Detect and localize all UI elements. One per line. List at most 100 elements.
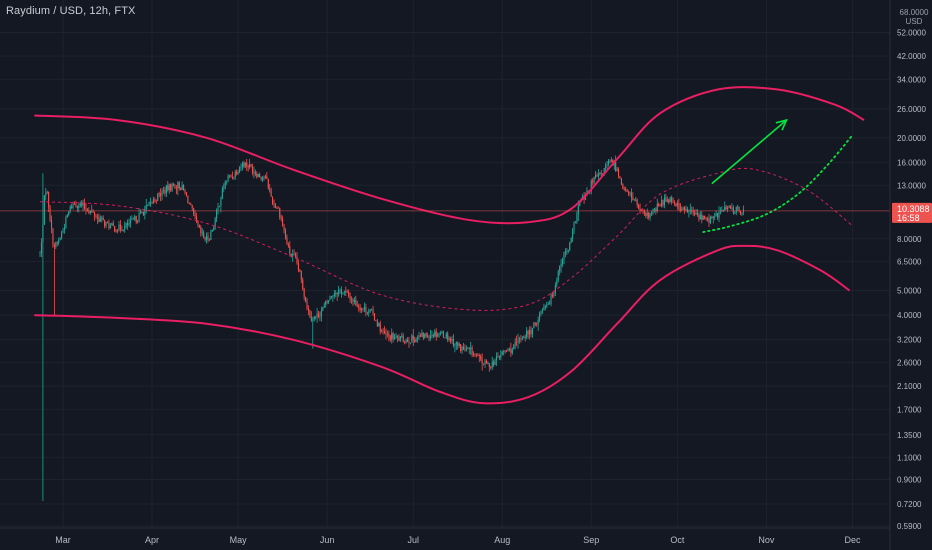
candle-body bbox=[417, 337, 419, 340]
candle-body bbox=[339, 289, 341, 291]
candle-body bbox=[190, 203, 192, 205]
candle-body bbox=[336, 292, 338, 295]
candle-body bbox=[391, 333, 393, 340]
candle-body bbox=[696, 212, 699, 215]
candle-body bbox=[656, 203, 658, 212]
candle-body bbox=[218, 205, 221, 207]
candle-body bbox=[483, 363, 485, 365]
candle-body bbox=[330, 296, 332, 297]
candle-body bbox=[458, 344, 460, 346]
candle-body bbox=[284, 230, 287, 238]
candle-body bbox=[223, 188, 225, 189]
candle-body bbox=[478, 355, 480, 357]
candle-body bbox=[643, 210, 645, 214]
candle-body bbox=[175, 188, 177, 190]
candle-body bbox=[99, 218, 101, 222]
candle-body bbox=[415, 339, 417, 342]
candle-body bbox=[503, 351, 505, 353]
candle-body bbox=[343, 291, 345, 293]
candle-body bbox=[462, 347, 465, 351]
candle-body bbox=[385, 333, 387, 335]
candle-body bbox=[471, 347, 473, 355]
candle-body bbox=[495, 356, 498, 361]
candle-body bbox=[662, 200, 664, 206]
candle-body bbox=[470, 347, 472, 349]
candle-body bbox=[691, 209, 693, 211]
candle-body bbox=[251, 166, 254, 173]
candle-body bbox=[600, 172, 602, 174]
candle-body bbox=[56, 242, 58, 244]
candle-body bbox=[40, 242, 43, 253]
candle-body bbox=[396, 335, 399, 338]
candle-body bbox=[584, 195, 587, 200]
candle-body bbox=[174, 185, 176, 189]
candle-body bbox=[263, 177, 265, 179]
candle-body bbox=[188, 203, 190, 205]
candle-body bbox=[569, 242, 571, 251]
candle-body bbox=[709, 217, 711, 224]
candle-body bbox=[320, 310, 322, 317]
candle-body bbox=[603, 167, 605, 175]
candle-body bbox=[518, 338, 521, 340]
candle-body bbox=[493, 361, 495, 365]
candle-body bbox=[221, 188, 223, 199]
candle-body bbox=[719, 211, 722, 213]
candle-body bbox=[447, 333, 449, 340]
candle-body bbox=[372, 309, 374, 314]
candle-body bbox=[194, 213, 196, 217]
candle-body bbox=[398, 337, 400, 341]
candle-body bbox=[546, 304, 548, 307]
candle-body bbox=[274, 204, 277, 208]
candle-body bbox=[76, 205, 78, 208]
candle-body bbox=[622, 184, 624, 189]
candle-body bbox=[349, 295, 351, 300]
candle-body bbox=[379, 323, 381, 332]
candle-body bbox=[666, 199, 668, 202]
candle-body bbox=[475, 353, 477, 356]
candle-body bbox=[211, 229, 213, 232]
candle-body bbox=[514, 341, 516, 345]
candle-body bbox=[684, 207, 686, 211]
candle-body bbox=[105, 221, 107, 227]
candle-body bbox=[663, 197, 666, 206]
candle-body bbox=[256, 173, 258, 178]
candle-body bbox=[425, 333, 427, 336]
candle-body bbox=[178, 182, 180, 189]
candle-body bbox=[257, 174, 259, 178]
y-tick-label: 6.5000 bbox=[897, 258, 922, 267]
candle-body bbox=[145, 205, 147, 210]
candle-body bbox=[405, 339, 407, 343]
y-tick-label: 5.0000 bbox=[897, 287, 922, 296]
candle-body bbox=[652, 209, 654, 214]
y-tick-label: 4.0000 bbox=[897, 311, 922, 320]
candle-body bbox=[460, 344, 462, 352]
candle-body bbox=[474, 353, 476, 355]
candle-body bbox=[260, 176, 262, 180]
candle-body bbox=[487, 363, 489, 364]
candle-body bbox=[106, 221, 109, 223]
candle-body bbox=[185, 192, 188, 196]
y-tick-label: 2.6000 bbox=[897, 359, 922, 368]
candle-body bbox=[694, 212, 696, 215]
candle-body bbox=[63, 227, 65, 230]
x-tick-label: Apr bbox=[145, 535, 159, 545]
y-tick-label: 42.0000 bbox=[897, 52, 926, 61]
candle-body bbox=[435, 331, 437, 337]
candle-body bbox=[355, 300, 357, 306]
x-tick-label: Mar bbox=[55, 535, 71, 545]
candle-body bbox=[236, 171, 238, 175]
candle-body bbox=[253, 171, 255, 173]
candle-body bbox=[395, 335, 397, 338]
candle-body bbox=[454, 344, 456, 346]
candle-body bbox=[431, 334, 433, 336]
candle-body bbox=[249, 164, 251, 168]
candle-body bbox=[214, 218, 216, 228]
channel-mid-curve bbox=[39, 167, 853, 311]
candle-body bbox=[53, 245, 55, 247]
candle-body bbox=[452, 338, 455, 346]
candle-body bbox=[673, 202, 676, 204]
candle-body bbox=[167, 185, 169, 191]
